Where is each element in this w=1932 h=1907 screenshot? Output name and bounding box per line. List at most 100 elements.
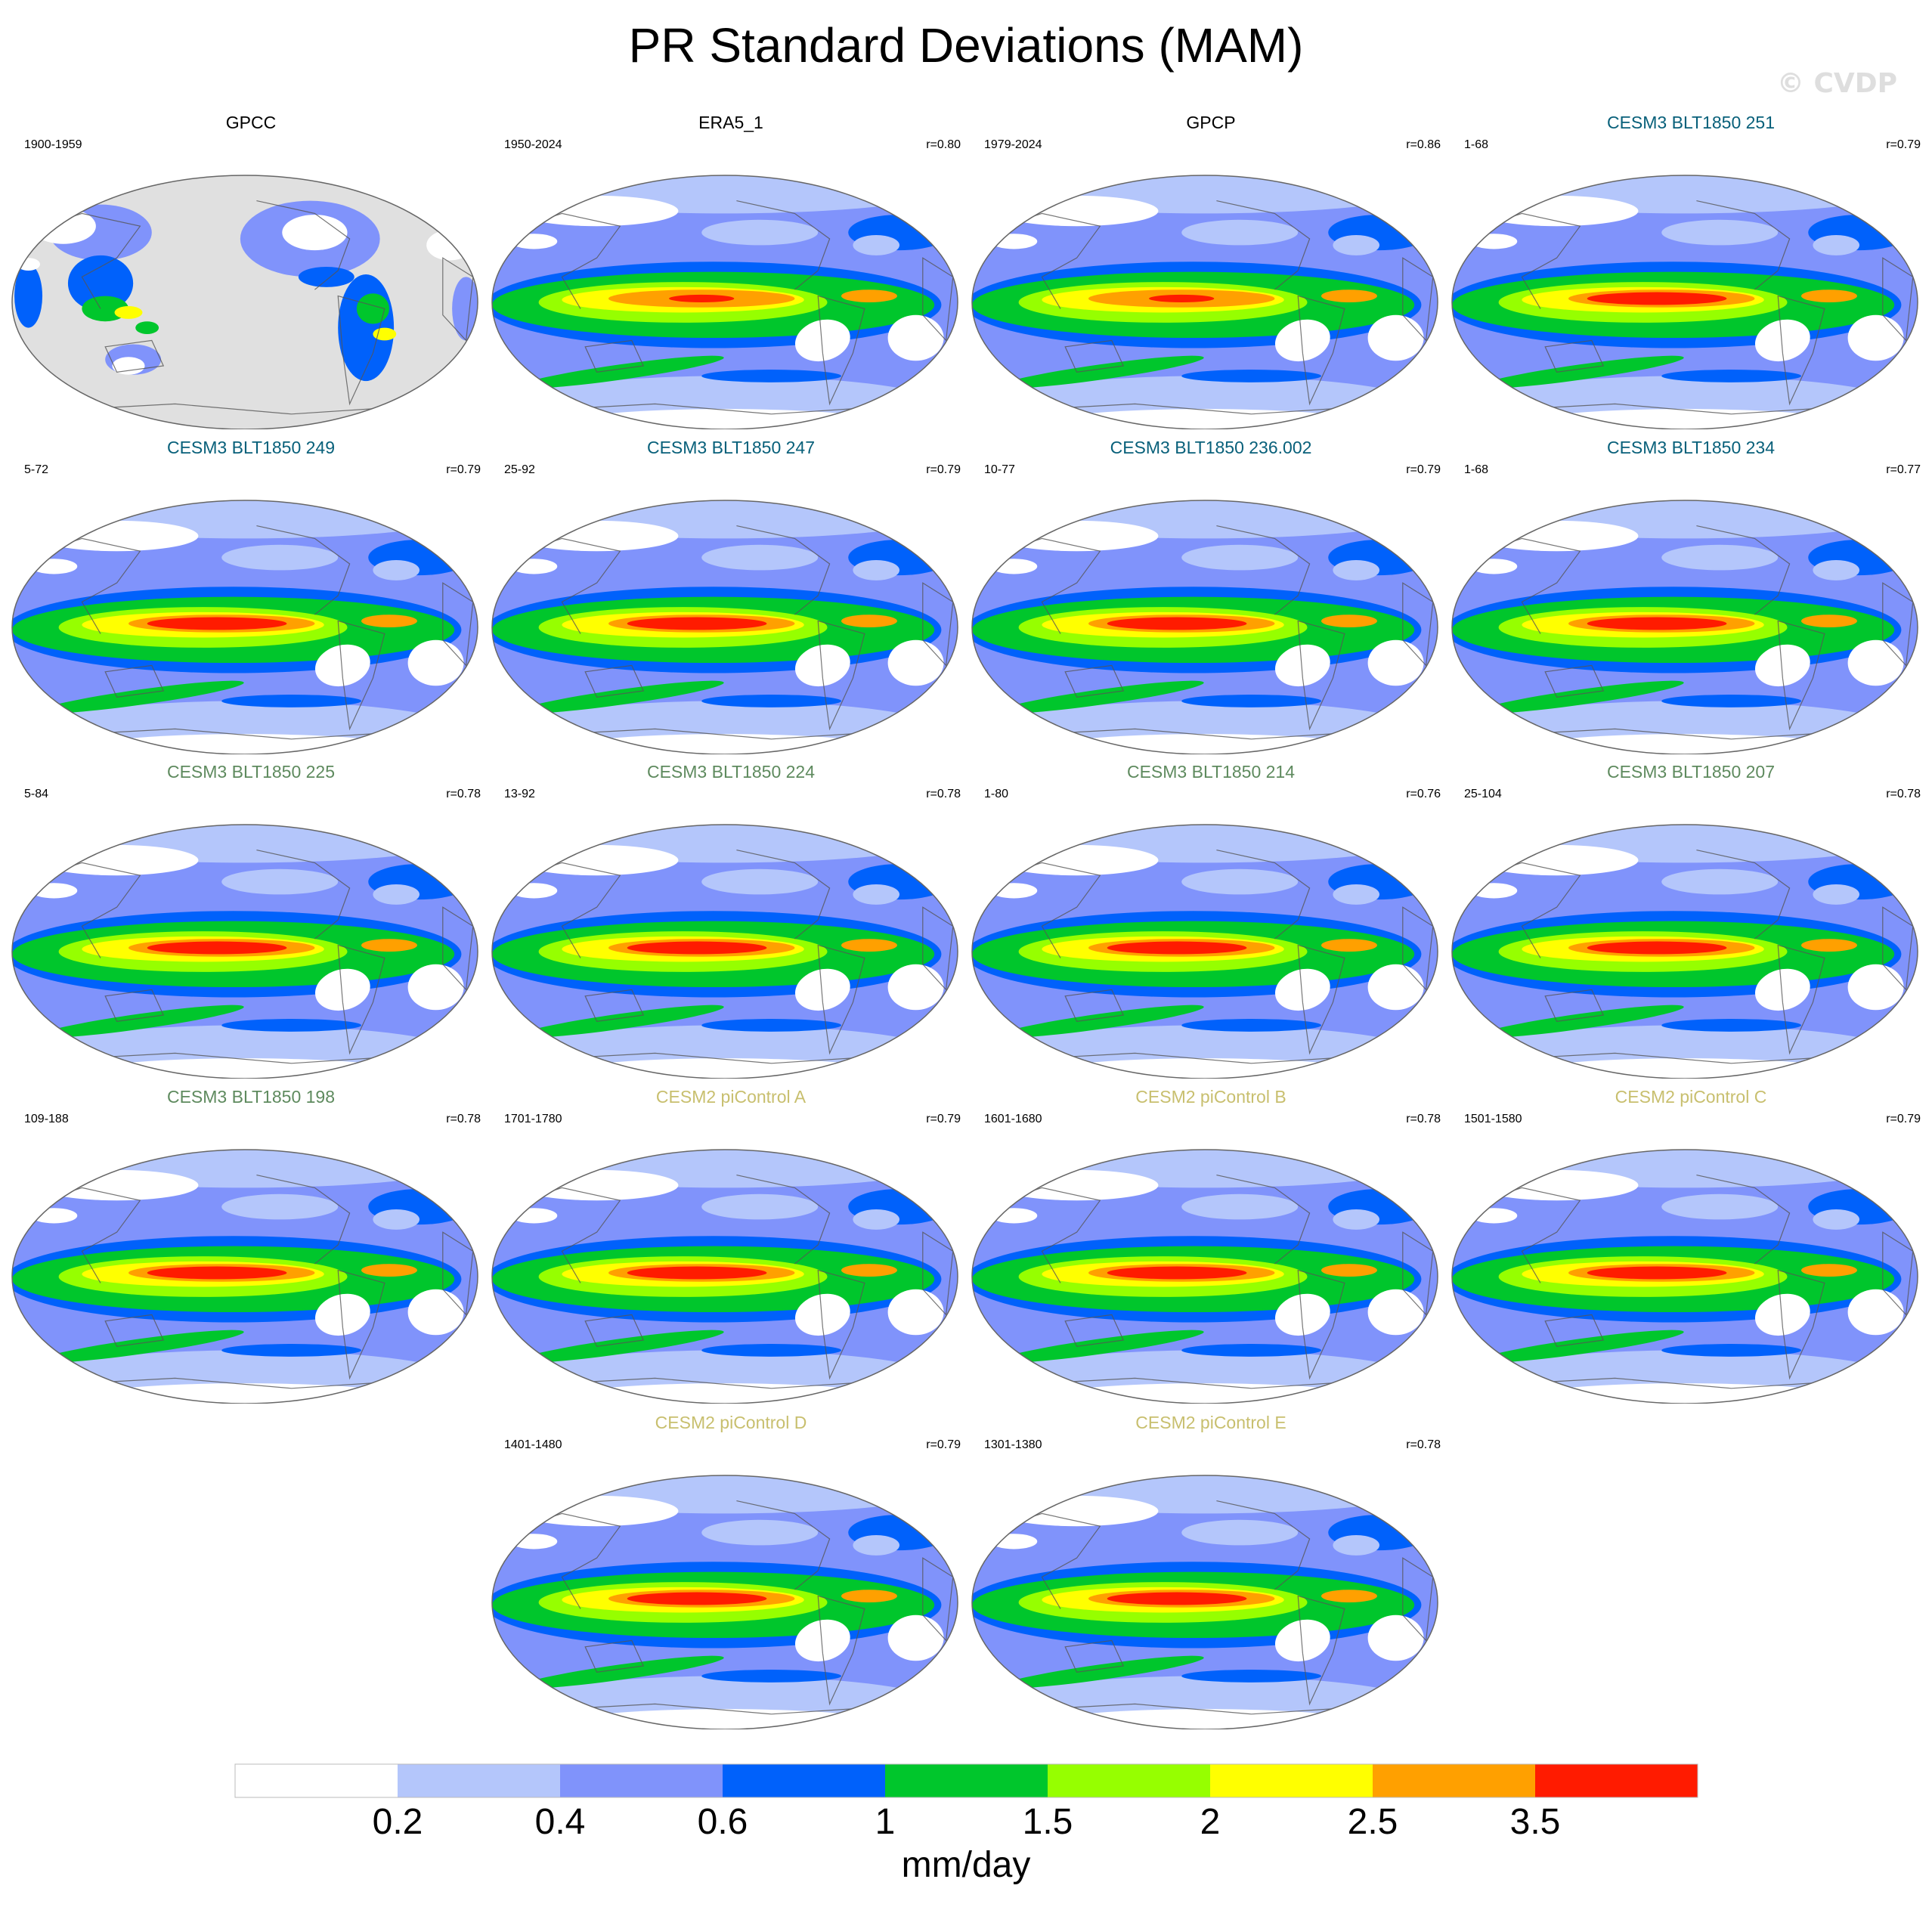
panel-title: CESM3 BLT1850 249 bbox=[166, 438, 336, 457]
colorbar-swatch bbox=[1210, 1764, 1373, 1797]
panel-title: CESM2 piControl C bbox=[1615, 1087, 1767, 1107]
figure-title: PR Standard Deviations (MAM) bbox=[628, 18, 1304, 73]
panel-years: 5-72 bbox=[24, 463, 49, 476]
world-map bbox=[491, 824, 958, 1079]
world-map bbox=[491, 175, 958, 429]
panel-correlation: r=0.78 bbox=[446, 1113, 481, 1125]
panel-years: 1301-1380 bbox=[984, 1438, 1042, 1451]
colorbar-tick-label: 3.5 bbox=[1509, 1802, 1561, 1842]
panel-title: CESM2 piControl B bbox=[1135, 1087, 1286, 1107]
map-panel: CESM2 piControl E 1301-1380 r=0.78 bbox=[971, 1412, 1451, 1729]
panel-title: CESM3 BLT1850 214 bbox=[1126, 762, 1296, 782]
panel-title: CESM2 piControl E bbox=[1135, 1413, 1286, 1432]
panel-correlation: r=0.79 bbox=[1406, 463, 1441, 476]
world-map bbox=[11, 175, 478, 429]
world-map bbox=[1451, 1149, 1918, 1404]
panel-years: 1601-1680 bbox=[984, 1113, 1042, 1125]
world-map bbox=[491, 1475, 958, 1729]
map-panel: ERA5_1 1950-2024 r=0.80 bbox=[491, 112, 971, 429]
map-panel: CESM2 piControl D 1401-1480 r=0.79 bbox=[491, 1412, 971, 1729]
colorbar-swatch bbox=[1535, 1764, 1698, 1797]
world-map bbox=[971, 175, 1438, 429]
map-panel: CESM3 BLT1850 251 1-68 r=0.79 bbox=[1451, 112, 1931, 429]
world-map bbox=[491, 500, 958, 754]
panel-correlation: r=0.79 bbox=[1886, 138, 1921, 151]
map-panel: GPCP 1979-2024 r=0.86 bbox=[971, 112, 1451, 429]
panel-title: CESM3 BLT1850 234 bbox=[1606, 438, 1776, 457]
map-panel: CESM3 BLT1850 198 109-188 r=0.78 bbox=[11, 1086, 491, 1404]
panel-correlation: r=0.79 bbox=[1886, 1113, 1921, 1125]
panel-correlation: r=0.80 bbox=[926, 138, 961, 151]
map-panel: CESM2 piControl B 1601-1680 r=0.78 bbox=[971, 1086, 1451, 1404]
panel-correlation: r=0.78 bbox=[446, 788, 481, 800]
panel-title: CESM3 BLT1850 236.002 bbox=[1110, 438, 1312, 457]
world-map bbox=[11, 1149, 478, 1404]
panel-years: 1-68 bbox=[1464, 463, 1489, 476]
panel-years: 1-68 bbox=[1464, 138, 1489, 151]
panel-years: 109-188 bbox=[24, 1113, 69, 1125]
world-map bbox=[971, 1475, 1438, 1729]
map-panel: CESM3 BLT1850 225 5-84 r=0.78 bbox=[11, 761, 491, 1079]
panel-correlation: r=0.79 bbox=[926, 1438, 961, 1451]
panel-title: CESM3 BLT1850 251 bbox=[1606, 113, 1776, 132]
map-panel: CESM3 BLT1850 214 1-80 r=0.76 bbox=[971, 761, 1451, 1079]
panel-correlation: r=0.78 bbox=[1886, 788, 1921, 800]
map-panel: CESM3 BLT1850 234 1-68 r=0.77 bbox=[1451, 437, 1931, 754]
colorbar-tick-label: 2.5 bbox=[1347, 1802, 1398, 1842]
world-map bbox=[11, 824, 478, 1079]
panel-title: CESM2 piControl D bbox=[655, 1413, 807, 1432]
colorbar-tick-label: 0.2 bbox=[372, 1802, 423, 1842]
panel-years: 1900-1959 bbox=[24, 138, 82, 151]
world-map bbox=[1451, 500, 1918, 754]
colorbar-swatch bbox=[398, 1764, 560, 1797]
panel-title: CESM3 BLT1850 207 bbox=[1606, 762, 1776, 782]
map-panel: CESM2 piControl C 1501-1580 r=0.79 bbox=[1451, 1086, 1931, 1404]
world-map bbox=[971, 824, 1438, 1079]
panel-correlation: r=0.78 bbox=[926, 788, 961, 800]
map-panel: CESM3 BLT1850 236.002 10-77 r=0.79 bbox=[971, 437, 1451, 754]
panel-correlation: r=0.77 bbox=[1886, 463, 1921, 476]
panel-correlation: r=0.79 bbox=[926, 463, 961, 476]
panel-correlation: r=0.78 bbox=[1406, 1438, 1441, 1451]
panel-years: 1501-1580 bbox=[1464, 1113, 1522, 1125]
map-panel: GPCC 1900-1959 bbox=[11, 112, 491, 429]
panel-years: 1701-1780 bbox=[504, 1113, 562, 1125]
world-map bbox=[971, 1149, 1438, 1404]
map-panel: CESM3 BLT1850 207 25-104 r=0.78 bbox=[1451, 761, 1931, 1079]
panel-years: 10-77 bbox=[984, 463, 1015, 476]
colorbar-swatch bbox=[235, 1764, 398, 1797]
colorbar-tick-label: 1 bbox=[875, 1802, 896, 1842]
world-map bbox=[971, 500, 1438, 754]
colorbar-tick-label: 1.5 bbox=[1022, 1802, 1073, 1842]
colorbar-swatch bbox=[885, 1764, 1048, 1797]
panel-title: CESM3 BLT1850 225 bbox=[166, 762, 336, 782]
map-panel: CESM2 piControl A 1701-1780 r=0.79 bbox=[491, 1086, 971, 1404]
panel-years: 25-104 bbox=[1464, 788, 1502, 800]
panel-years: 1401-1480 bbox=[504, 1438, 562, 1451]
panel-title: ERA5_1 bbox=[698, 113, 763, 132]
panel-correlation: r=0.76 bbox=[1406, 788, 1441, 800]
panel-title: CESM2 piControl A bbox=[655, 1087, 807, 1107]
world-map bbox=[1451, 824, 1918, 1079]
map-panel: CESM3 BLT1850 224 13-92 r=0.78 bbox=[491, 761, 971, 1079]
world-map bbox=[491, 1149, 958, 1404]
map-panel: CESM3 BLT1850 247 25-92 r=0.79 bbox=[491, 437, 971, 754]
colorbar-units: mm/day bbox=[901, 1845, 1031, 1885]
panel-title: GPCP bbox=[1186, 113, 1236, 132]
colorbar-tick-label: 0.6 bbox=[697, 1802, 748, 1842]
panel-correlation: r=0.86 bbox=[1406, 138, 1441, 151]
panel-title: CESM3 BLT1850 198 bbox=[166, 1087, 336, 1107]
colorbar-tick-label: 2 bbox=[1200, 1802, 1221, 1842]
colorbar-swatch bbox=[560, 1764, 723, 1797]
panel-years: 1979-2024 bbox=[984, 138, 1042, 151]
colorbar-swatch bbox=[1048, 1764, 1210, 1797]
world-map bbox=[1451, 175, 1918, 429]
panel-years: 13-92 bbox=[504, 788, 535, 800]
map-panel: CESM3 BLT1850 249 5-72 r=0.79 bbox=[11, 437, 491, 754]
colorbar-swatch bbox=[723, 1764, 885, 1797]
world-map bbox=[11, 500, 478, 754]
panel-title: CESM3 BLT1850 224 bbox=[646, 762, 816, 782]
panel-title: CESM3 BLT1850 247 bbox=[646, 438, 816, 457]
panel-years: 1950-2024 bbox=[504, 138, 562, 151]
panel-years: 1-80 bbox=[984, 788, 1009, 800]
